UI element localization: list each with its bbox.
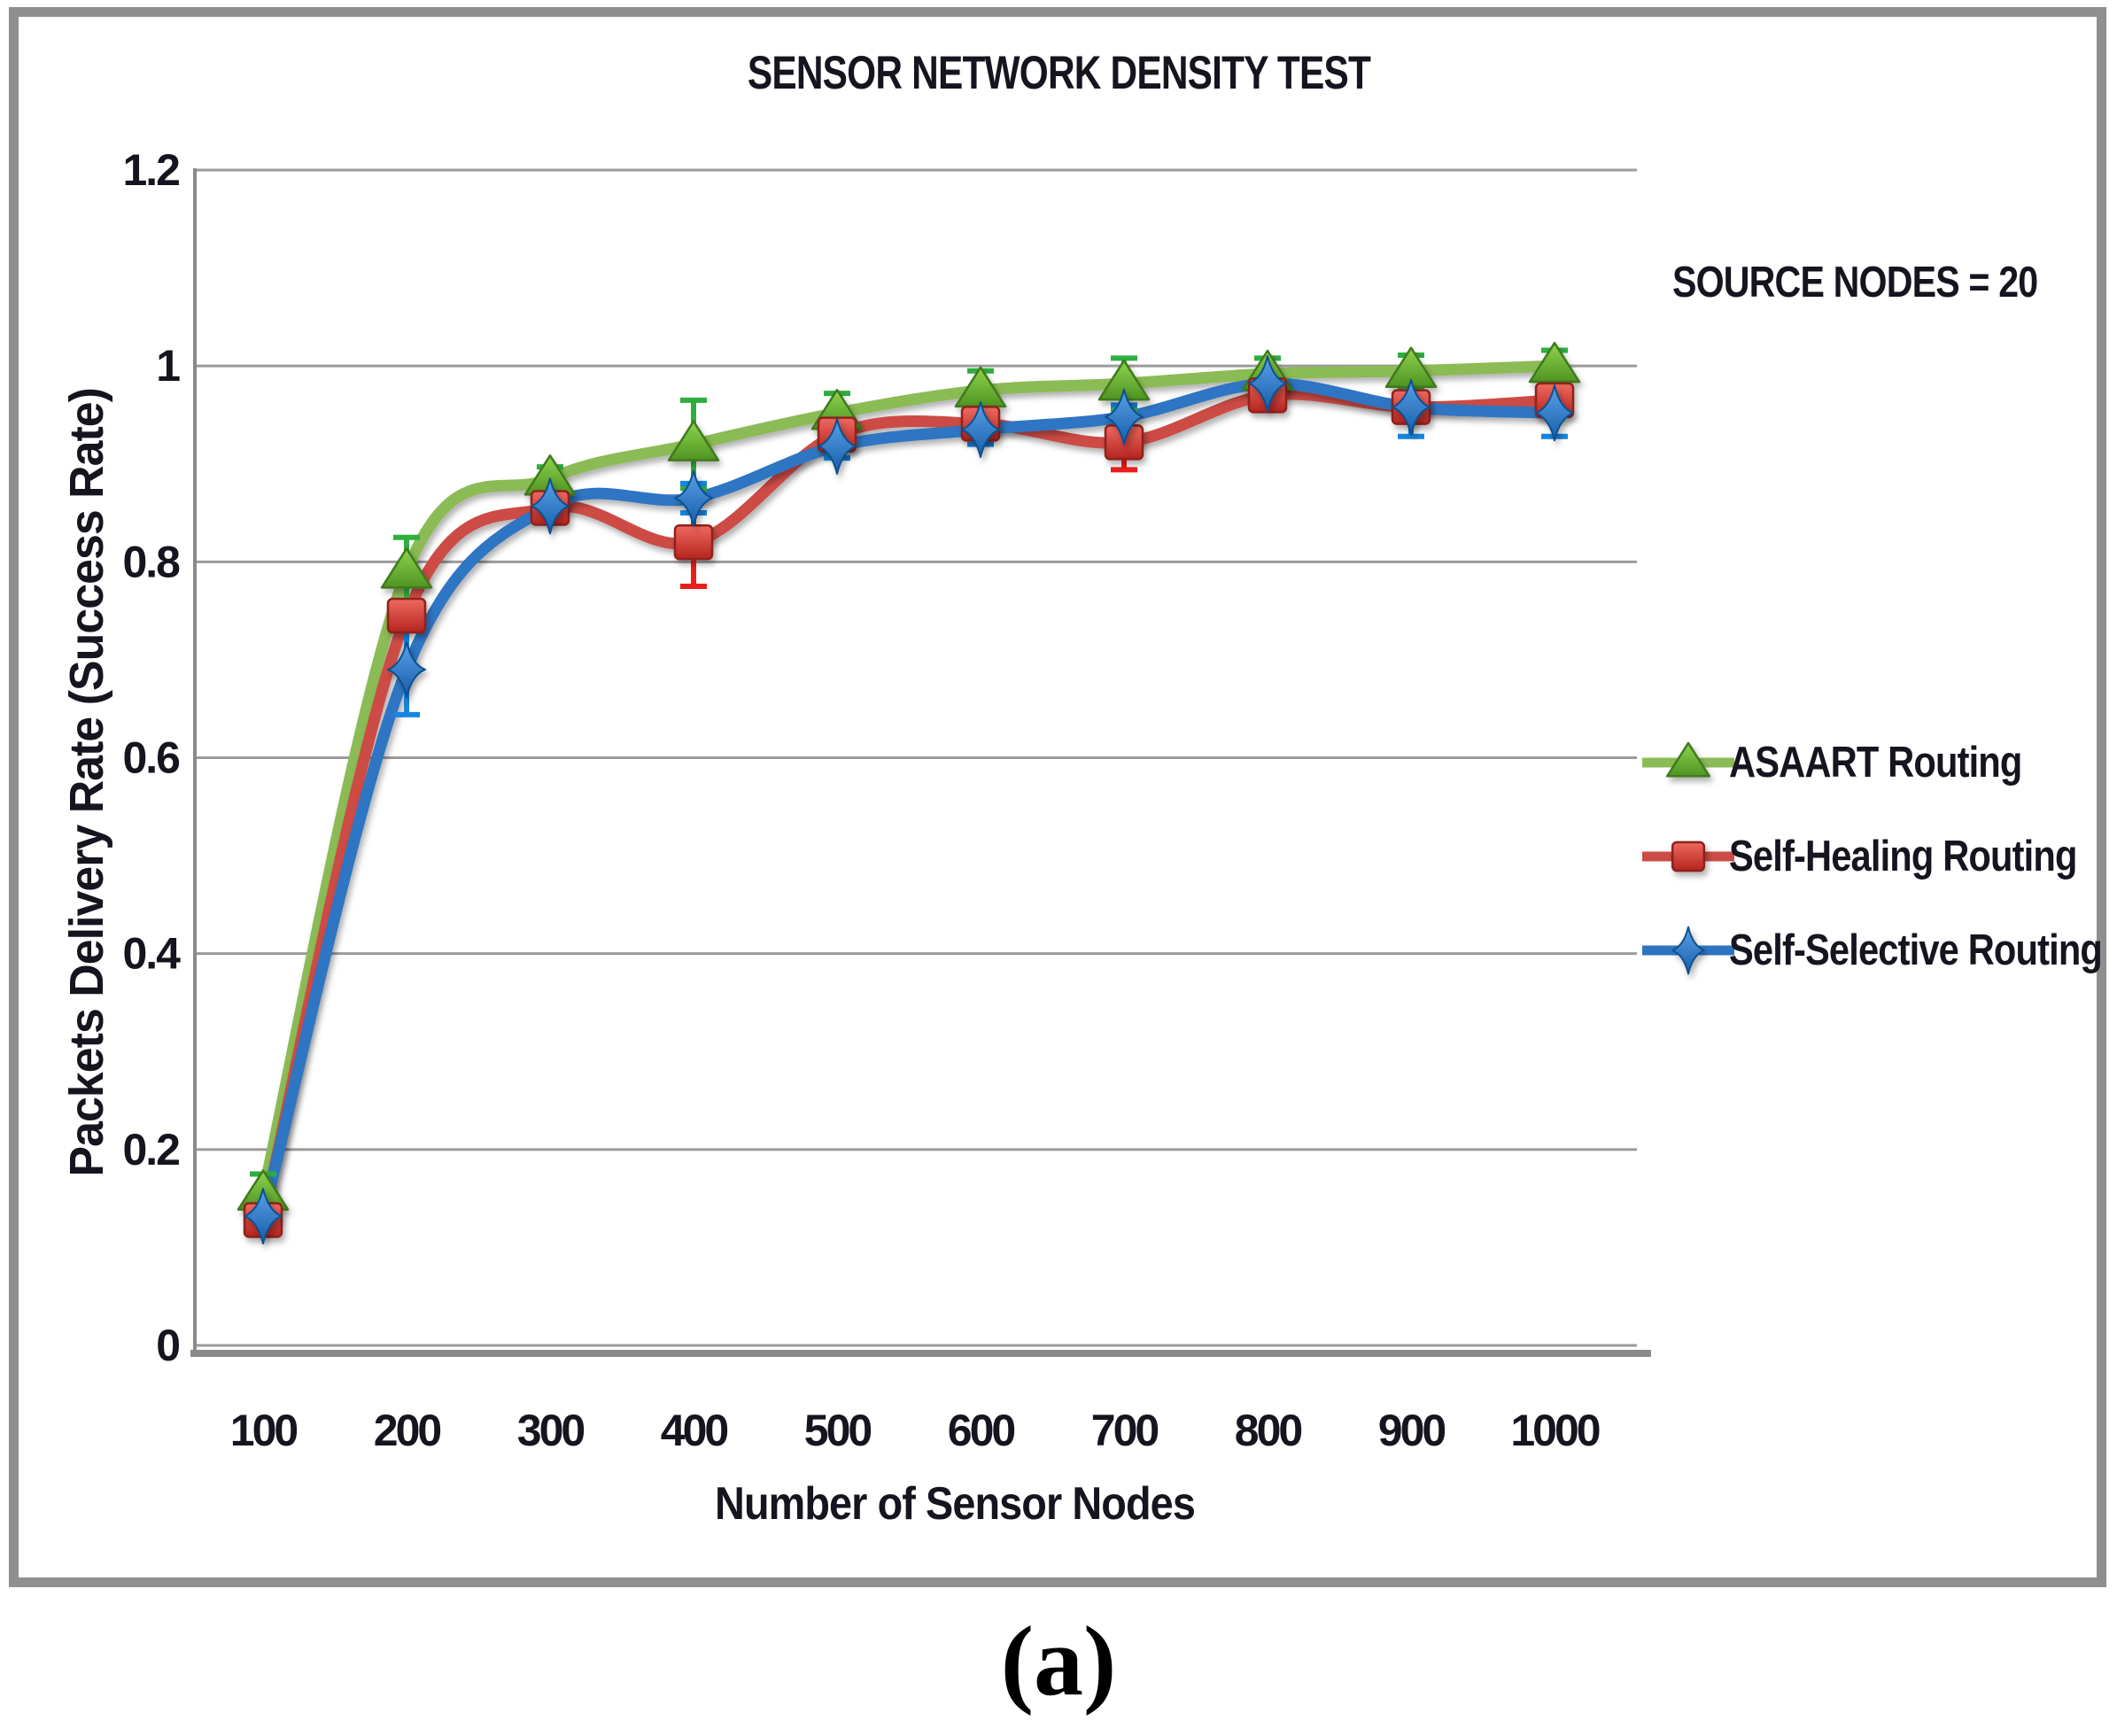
triangle-marker: [380, 547, 433, 589]
diamond-marker: [244, 1188, 283, 1245]
y-tick-label: 1: [156, 341, 180, 391]
diamond-marker: [1105, 388, 1144, 446]
x-tick-label: 800: [1235, 1406, 1302, 1455]
x-tick-label: 900: [1378, 1406, 1446, 1455]
legend-item-self-selective: Self-Selective Routing: [1635, 918, 2117, 983]
legend-item-self-healing: Self-Healing Routing: [1635, 824, 2117, 889]
y-axis-title: Packets Delivery Rate (Success Rate): [60, 387, 113, 1177]
diamond-marker: [1671, 926, 1705, 975]
legend: ASAART Routing Self-Healing Routing Self…: [1635, 730, 2117, 983]
triangle-marker: [1528, 341, 1581, 384]
square-marker: [1671, 841, 1706, 872]
y-tick-label: 1.2: [122, 145, 179, 195]
x-tick-label: 1000: [1510, 1406, 1599, 1455]
x-tick-label: 400: [661, 1406, 728, 1455]
y-tick-label: 0: [156, 1321, 179, 1370]
triangle-marker-icon: [1642, 741, 1734, 778]
triangle-marker: [1665, 741, 1711, 778]
diamond-marker: [1392, 378, 1431, 436]
x-tick-label: 600: [948, 1406, 1015, 1455]
x-tick-label: 700: [1091, 1406, 1159, 1455]
square-marker: [386, 597, 427, 634]
x-tick-label: 100: [230, 1406, 298, 1455]
legend-label: Self-Healing Routing: [1729, 833, 2077, 880]
y-tick-label: 0.8: [122, 537, 180, 586]
diamond-marker: [1535, 384, 1574, 442]
series-line: [257, 388, 1561, 1226]
x-tick-label: 200: [374, 1406, 441, 1455]
legend-item-asaart: ASAART Routing: [1635, 730, 2117, 795]
triangle-marker: [667, 420, 720, 461]
chart-title: SENSOR NETWORK DENSITY TEST: [747, 47, 1370, 99]
square-marker: [673, 523, 714, 561]
legend-label: Self-Selective Routing: [1729, 926, 2103, 974]
x-axis-title: Number of Sensor Nodes: [715, 1478, 1196, 1530]
series-line: [257, 377, 1561, 1222]
diamond-marker: [387, 640, 426, 698]
diamond-marker: [531, 477, 570, 535]
square-marker-icon: [1642, 841, 1734, 872]
x-tick-label: 500: [804, 1406, 872, 1455]
y-tick-label: 0.2: [122, 1125, 179, 1174]
diamond-marker: [674, 469, 713, 527]
diamond-marker: [961, 401, 1000, 459]
diamond-marker: [1248, 355, 1287, 413]
y-tick-label: 0.4: [122, 929, 181, 979]
y-tick-label: 0.6: [122, 733, 179, 783]
diamond-marker: [818, 417, 857, 475]
source-nodes-annotation: SOURCE NODES = 20: [1672, 259, 2038, 306]
series-line: [257, 360, 1561, 1200]
x-tick-label: 300: [517, 1406, 585, 1455]
legend-label: ASAART Routing: [1729, 739, 2022, 787]
figure-caption: (a): [1000, 1607, 1117, 1717]
diamond-marker-icon: [1642, 926, 1734, 975]
